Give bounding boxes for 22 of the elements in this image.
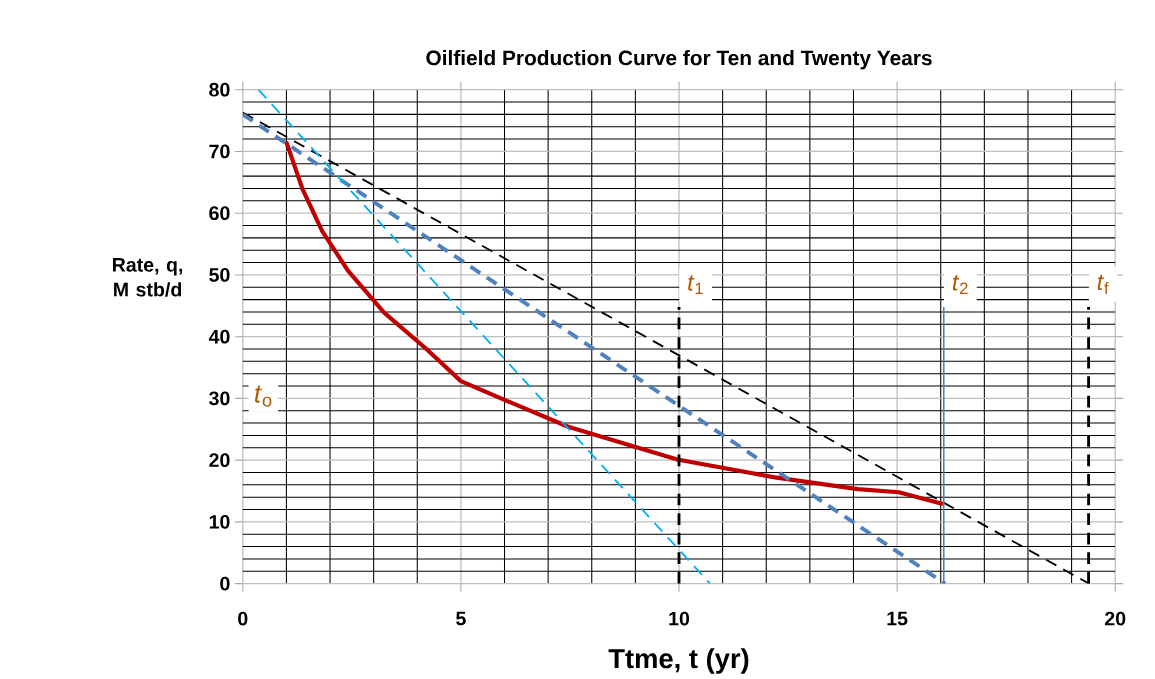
chart-title: Oilfield Production Curve for Ten and Twenty Years	[426, 50, 932, 70]
line-series	[284, 139, 945, 507]
y-tick-label: 20	[209, 453, 230, 468]
x-tick-label: 5	[456, 611, 466, 626]
y-tick-label: 80	[209, 82, 230, 97]
x-axis-title: Ttme, t (yr)	[608, 648, 749, 674]
ref-line-label: t$_{f}$	[1097, 274, 1109, 295]
y-axis-title: Rate, q, M stb/d	[112, 258, 183, 297]
x-tick-label: 15	[887, 611, 908, 626]
y-tick-label: 30	[209, 391, 230, 406]
x-tick-label: 10	[669, 611, 690, 626]
y-tick-label: 10	[209, 515, 230, 529]
ref-line-label: t$_{2}$	[952, 275, 968, 295]
y-tick-label: 40	[208, 329, 230, 344]
x-tick-label: 20	[1105, 611, 1126, 626]
ref-line-label: t$_{1}$	[688, 275, 703, 295]
annotation: t$_{o}$	[255, 385, 272, 407]
y-tick-label: 0	[220, 576, 230, 591]
x-tick-label: 0	[238, 611, 248, 626]
y-tick-label: 70	[209, 144, 230, 159]
y-tick-label: 60	[209, 206, 230, 221]
y-tick-label: 50	[209, 268, 230, 282]
